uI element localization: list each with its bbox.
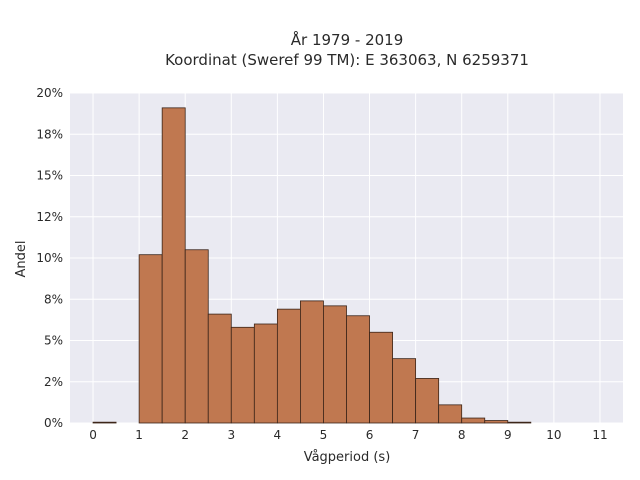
- histogram-bar: [184, 249, 209, 424]
- histogram-bar: [392, 358, 417, 424]
- histogram-bar: [161, 107, 186, 424]
- histogram-bar: [138, 254, 163, 424]
- histogram-bar: [92, 421, 117, 424]
- histogram-bar: [369, 331, 393, 424]
- y-tick-label: 18%: [36, 127, 63, 141]
- histogram-bar: [438, 404, 463, 424]
- x-tick-label: 7: [412, 428, 420, 442]
- x-tick-label: 10: [546, 428, 561, 442]
- y-tick-label: 8%: [44, 292, 63, 306]
- y-axis-ticks: 0% 2% 5% 8% 10% 12% 15% 18% 20%: [36, 86, 63, 430]
- x-axis-label: Vågperiod (s): [304, 450, 391, 465]
- y-tick-label: 0%: [44, 416, 63, 430]
- x-tick-label: 8: [458, 428, 466, 442]
- y-tick-label: 12%: [36, 210, 63, 224]
- histogram-bar: [300, 300, 324, 424]
- histogram-bar: [507, 421, 532, 424]
- histogram-bar: [484, 420, 509, 424]
- histogram-bar: [230, 326, 255, 424]
- y-tick-label: 15%: [36, 169, 63, 183]
- x-tick-label: 6: [366, 428, 374, 442]
- y-tick-label: 2%: [44, 375, 63, 389]
- x-tick-label: 11: [592, 428, 607, 442]
- histogram-bar: [323, 305, 347, 424]
- y-tick-label: 20%: [36, 86, 63, 100]
- x-tick-label: 9: [504, 428, 512, 442]
- bars: [92, 107, 532, 424]
- histogram-bar: [207, 313, 232, 424]
- x-axis-ticks: 0 1 2 3 4 5 6 7 8 9 10 11: [89, 428, 607, 442]
- histogram-bar: [461, 417, 486, 424]
- histogram-bar: [346, 315, 370, 424]
- y-tick-label: 10%: [36, 251, 63, 265]
- x-tick-label: 1: [135, 428, 143, 442]
- histogram-bar: [276, 308, 301, 424]
- histogram-bar: [253, 323, 278, 424]
- chart-subtitle: Koordinat (Sweref 99 TM): E 363063, N 62…: [165, 51, 529, 69]
- y-axis-label: Andel: [14, 241, 29, 278]
- x-tick-label: 4: [274, 428, 282, 442]
- y-tick-label: 5%: [44, 334, 63, 348]
- x-tick-label: 0: [89, 428, 97, 442]
- x-tick-label: 5: [320, 428, 328, 442]
- x-tick-label: 3: [227, 428, 235, 442]
- chart-title: År 1979 - 2019: [291, 30, 404, 49]
- histogram-bar: [415, 378, 440, 424]
- x-tick-label: 2: [181, 428, 189, 442]
